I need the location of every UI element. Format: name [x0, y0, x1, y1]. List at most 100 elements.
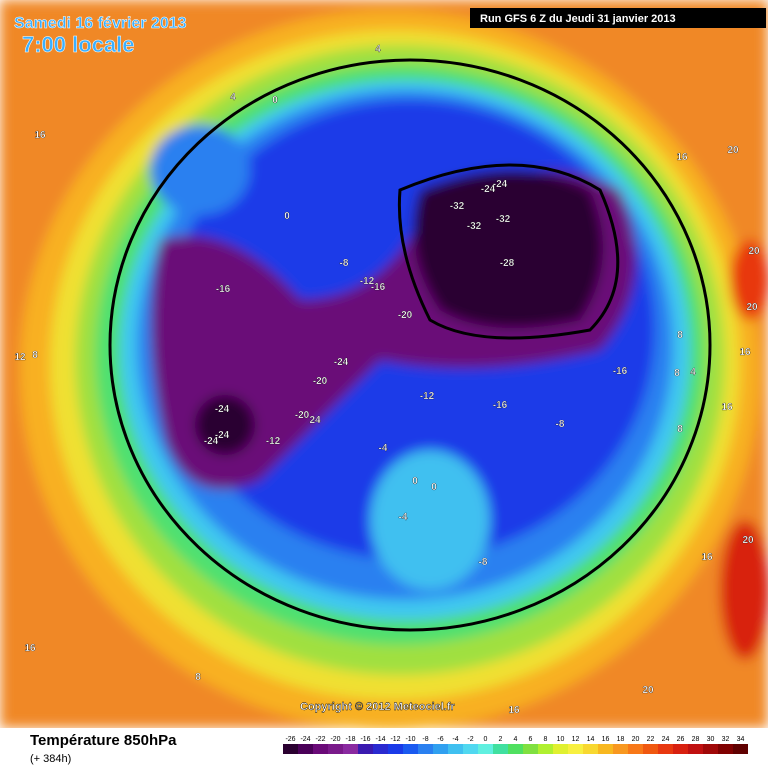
legend-tick: 2 [499, 736, 503, 743]
contour-label: -12 [420, 391, 435, 402]
legend-tick: -6 [437, 736, 443, 743]
legend-tick: 14 [587, 736, 595, 743]
legend-tick: 4 [514, 736, 518, 743]
legend-tick: 34 [737, 736, 745, 743]
legend-swatch [508, 744, 523, 754]
contour-label: -24 [215, 430, 230, 441]
contour-label: 4 [690, 367, 696, 378]
legend-tick: 10 [557, 736, 565, 743]
legend-swatch [568, 744, 583, 754]
legend-tick: 24 [662, 736, 670, 743]
legend-swatch [328, 744, 343, 754]
contour-label: 16 [739, 347, 751, 358]
run: Run GFS 6 Z du Jeudi 31 janvier 2013 [480, 13, 676, 25]
contour-label: 20 [642, 685, 654, 696]
contour-label: 16 [676, 152, 688, 163]
contour-label: 20 [727, 145, 739, 156]
legend-tick: -18 [345, 736, 355, 743]
legend-swatch [493, 744, 508, 754]
contour-label: -20 [313, 376, 328, 387]
contour-label: 20 [746, 302, 758, 313]
legend-tick: -24 [300, 736, 310, 743]
legend-tick: 32 [722, 736, 730, 743]
contour-label: -24 [493, 179, 508, 190]
contour-label: 8 [195, 672, 201, 683]
legend-tick: 8 [544, 736, 548, 743]
contour-label: -32 [467, 221, 482, 232]
legend-swatch [403, 744, 418, 754]
contour-label: -24 [334, 357, 349, 368]
legend-swatch [613, 744, 628, 754]
date: Samedi 16 février 2013 [14, 15, 187, 32]
temperature-field [0, 0, 768, 730]
contour-label: -12 [266, 436, 281, 447]
contour-label: -4 [379, 443, 388, 454]
contour-label: 0 [284, 211, 290, 222]
legend-swatch [358, 744, 373, 754]
legend-tick: -14 [375, 736, 385, 743]
legend-tick: 0 [484, 736, 488, 743]
legend-swatch [718, 744, 733, 754]
contour-label: -20 [398, 310, 413, 321]
legend-swatch [418, 744, 433, 754]
legend-tick: 30 [707, 736, 715, 743]
legend-tick: -8 [422, 736, 428, 743]
contour-label: 8 [32, 350, 38, 361]
legend-swatch [553, 744, 568, 754]
legend-swatch [688, 744, 703, 754]
run-box [470, 8, 766, 28]
contour-label: 4 [375, 44, 381, 55]
legend-swatch [523, 744, 538, 754]
contour-label: -20 [295, 410, 310, 421]
contour-label: 20 [748, 246, 760, 257]
contour-label: 16 [701, 552, 713, 563]
legend-swatch [433, 744, 448, 754]
contour-label: 4 [230, 92, 236, 103]
legend-tick: 16 [602, 736, 610, 743]
legend-tick: -12 [390, 736, 400, 743]
contour-label: -24 [204, 436, 219, 447]
legend-tick: 20 [632, 736, 640, 743]
contour-label: 8 [677, 424, 683, 435]
contour-label: 12 [14, 352, 26, 363]
contour-label: -12 [360, 276, 375, 287]
legend-swatch [343, 744, 358, 754]
contour-label: -16 [493, 400, 508, 411]
legend-tick: -4 [452, 736, 458, 743]
contour-label: -16 [613, 366, 628, 377]
legend-swatch [388, 744, 403, 754]
legend-swatch [448, 744, 463, 754]
contour-label: -32 [496, 214, 511, 225]
contour-label: 20 [742, 535, 754, 546]
legend-tick: 6 [529, 736, 533, 743]
contour-label: -16 [216, 284, 231, 295]
contour-label: -28 [500, 258, 515, 269]
contour-label: 8 [674, 368, 680, 379]
color-legend: -26 -24 -22 -20 -18 -16 -14 -12 -10 -8 -6 -4 -2 0 2 4 6 8… [283, 736, 748, 754]
legend-swatch [628, 744, 643, 754]
legend-swatch [283, 744, 298, 754]
contour-label: -24 [215, 404, 230, 415]
time: 7:00 locale [22, 32, 135, 57]
footer-title: Température 850hPa [30, 732, 177, 749]
contour-label: -8 [479, 557, 488, 568]
legend-tick: 28 [692, 736, 700, 743]
contour-label: 16 [508, 705, 520, 716]
legend-tick: -26 [285, 736, 295, 743]
legend-tick: -22 [315, 736, 325, 743]
legend-tick: 12 [572, 736, 580, 743]
legend-tick: -20 [330, 736, 340, 743]
contour-label: 16 [34, 130, 46, 141]
legend-tick: -2 [467, 736, 473, 743]
legend-swatch [583, 744, 598, 754]
legend-swatch [643, 744, 658, 754]
legend-swatch [673, 744, 688, 754]
contour-label: 0 [412, 476, 418, 487]
legend-tick: -10 [405, 736, 415, 743]
legend-swatch [313, 744, 328, 754]
legend-swatch [733, 744, 748, 754]
legend-tick: 26 [677, 736, 685, 743]
legend-swatch [463, 744, 478, 754]
contour-label: 8 [677, 330, 683, 341]
legend-swatch [298, 744, 313, 754]
